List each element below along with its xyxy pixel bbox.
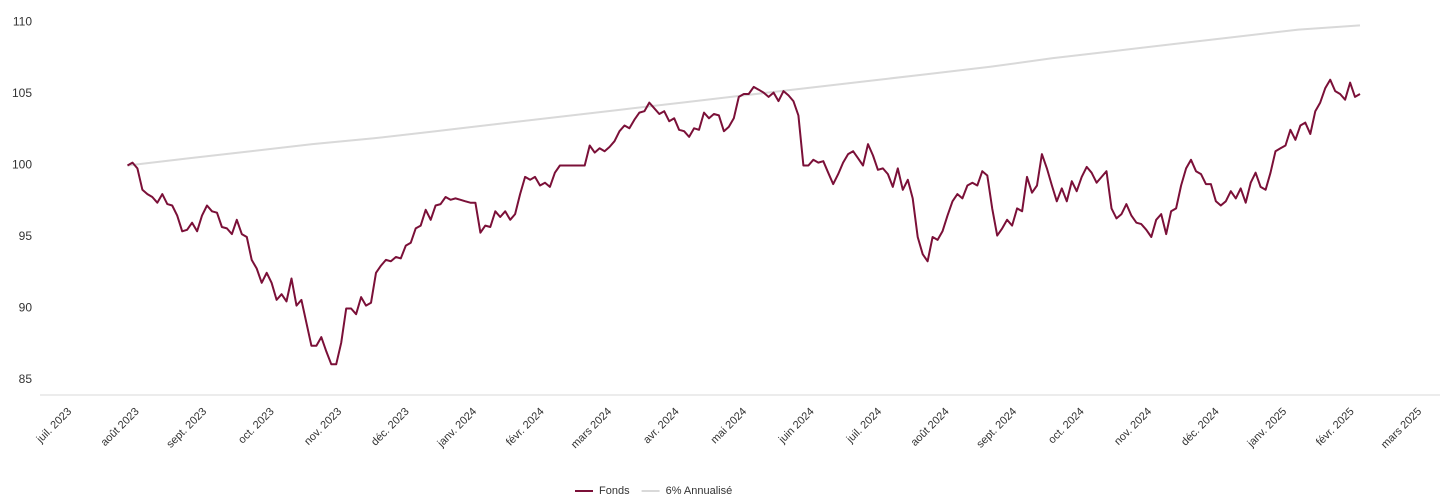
y-tick-label: 95 [19, 229, 33, 243]
line-series [126, 78, 1361, 366]
x-tick-label: sept. 2024 [974, 406, 1019, 451]
y-tick-label: 90 [19, 301, 33, 315]
x-tick-label: juil. 2024 [844, 406, 884, 446]
x-tick-label: nov. 2023 [302, 406, 344, 448]
x-tick-label: juil. 2023 [34, 406, 74, 446]
y-tick-label: 100 [12, 158, 32, 172]
x-tick-label: oct. 2023 [236, 406, 276, 446]
x-tick-label: août 2024 [909, 406, 952, 449]
x-tick-label: mars 2024 [569, 406, 614, 451]
x-tick-label: déc. 2024 [1179, 406, 1222, 449]
x-tick-label: janv. 2024 [435, 406, 480, 451]
x-tick-label: mai 2024 [709, 406, 749, 446]
y-tick-label: 110 [13, 15, 32, 29]
x-tick-label: déc. 2023 [369, 406, 412, 449]
x-tick-label: nov. 2024 [1112, 406, 1154, 448]
y-tick-label: 85 [19, 372, 33, 386]
x-tick-label: mars 2025 [1379, 406, 1424, 451]
x-tick-label: sept. 2023 [164, 406, 209, 451]
x-tick-label: avr. 2024 [641, 406, 681, 446]
x-tick-label: févr. 2025 [1314, 406, 1357, 449]
x-tick-label: juin 2024 [776, 406, 817, 447]
legend-label: Fonds [599, 485, 630, 497]
y-tick-label: 105 [12, 86, 32, 100]
x-tick-label: févr. 2024 [504, 406, 547, 449]
x-tick-label: août 2023 [99, 406, 142, 449]
x-tick-label: oct. 2024 [1046, 406, 1086, 446]
line-series [127, 24, 1361, 167]
x-tick-label: janv. 2025 [1245, 406, 1290, 451]
legend-label: 6% Annualisé [666, 485, 733, 497]
